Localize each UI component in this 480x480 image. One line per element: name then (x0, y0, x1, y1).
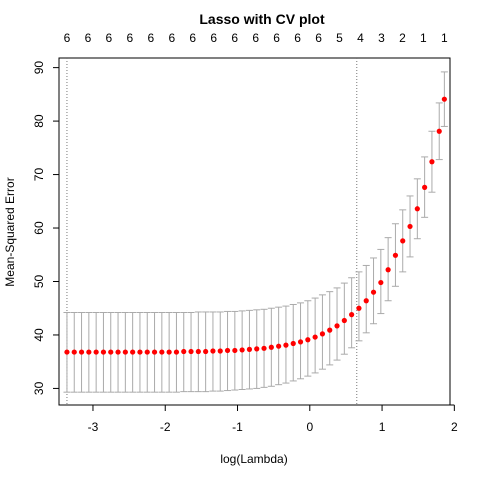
data-point (130, 349, 136, 355)
y-tick-label: 40 (32, 328, 46, 342)
data-point (86, 349, 92, 355)
data-point (385, 267, 391, 273)
data-point (137, 349, 143, 355)
data-point (356, 305, 362, 311)
top-axis-label: 6 (315, 31, 322, 45)
data-point (407, 223, 413, 230)
data-point (254, 346, 260, 352)
data-point (93, 349, 99, 355)
data-point (349, 312, 355, 318)
data-point (370, 289, 377, 295)
x-tick-label: -2 (160, 420, 171, 434)
data-point (232, 347, 238, 354)
y-tick-label: 70 (32, 168, 46, 182)
data-point (173, 349, 180, 355)
data-point (210, 348, 216, 354)
data-point (268, 344, 274, 350)
data-point (363, 298, 369, 304)
top-axis-label: 5 (336, 31, 343, 45)
y-tick-label: 30 (32, 381, 46, 395)
error-bars (63, 71, 448, 393)
top-axis-label: 6 (231, 31, 238, 45)
data-point (392, 252, 399, 258)
data-point (283, 342, 289, 348)
x-tick-label: 2 (451, 420, 458, 434)
y-tick-label: 80 (32, 114, 46, 128)
top-axis-label: 6 (127, 31, 134, 45)
data-point (144, 349, 150, 355)
top-axis-label: 4 (357, 31, 364, 45)
data-point (334, 323, 340, 329)
reference-lines (66, 58, 358, 405)
y-tick-label: 60 (32, 221, 46, 235)
data-point (122, 349, 128, 355)
data-point (166, 349, 172, 355)
top-axis-label: 6 (273, 31, 280, 45)
data-point (378, 279, 384, 286)
data-point (224, 347, 231, 354)
data-point (290, 340, 296, 347)
data-point (312, 334, 318, 340)
y-tick-label: 90 (32, 61, 46, 75)
data-point (100, 349, 107, 355)
data-point (327, 327, 333, 333)
data-point (188, 348, 194, 355)
data-point (436, 128, 442, 134)
chart-title: Lasso with CV plot (199, 11, 325, 27)
x-axis-label: log(Lambda) (220, 452, 287, 466)
data-point (108, 349, 114, 355)
top-axis-label: 6 (85, 31, 92, 45)
top-axis-label: 2 (399, 31, 406, 45)
data-point (159, 349, 165, 355)
data-point (319, 331, 326, 337)
x-tick-label: 0 (306, 420, 313, 434)
top-axis-label: 6 (64, 31, 71, 45)
data-point (429, 159, 435, 165)
data-point (217, 348, 223, 354)
top-axis-label: 6 (147, 31, 154, 45)
data-point (151, 349, 158, 355)
top-axis-label: 6 (210, 31, 217, 45)
data-point (71, 349, 77, 355)
data-point (78, 349, 85, 355)
y-axis: 30 40 50 60 70 80 90 (32, 61, 60, 395)
top-axis-label: 1 (441, 31, 448, 45)
top-axis-label: 6 (168, 31, 175, 45)
data-point (441, 96, 447, 102)
y-axis-label: Mean-Squared Error (3, 177, 17, 286)
data-point (276, 343, 282, 349)
data-point (195, 348, 201, 355)
top-axis-label: 1 (420, 31, 427, 45)
data-point (341, 317, 347, 324)
data-point (422, 184, 428, 190)
data-point (64, 349, 70, 355)
data-point (297, 339, 304, 345)
top-axis-label: 6 (106, 31, 113, 45)
x-axis: -3 -2 -1 0 1 2 (88, 404, 458, 434)
top-axis-label: 6 (189, 31, 196, 45)
data-point (115, 349, 121, 355)
top-axis-label: 6 (252, 31, 259, 45)
data-point (305, 337, 311, 343)
data-point (181, 348, 187, 355)
x-tick-label: 1 (379, 420, 386, 434)
data-point (246, 346, 253, 352)
points (64, 96, 447, 355)
data-point (400, 238, 406, 244)
data-point (414, 206, 420, 212)
y-tick-label: 50 (32, 274, 46, 288)
top-axis-label: 3 (378, 31, 385, 45)
data-point (239, 347, 245, 353)
data-point (261, 345, 267, 351)
x-tick-label: -3 (88, 420, 99, 434)
data-point (203, 348, 209, 355)
x-tick-label: -1 (232, 420, 243, 434)
top-axis-label: 6 (294, 31, 301, 45)
